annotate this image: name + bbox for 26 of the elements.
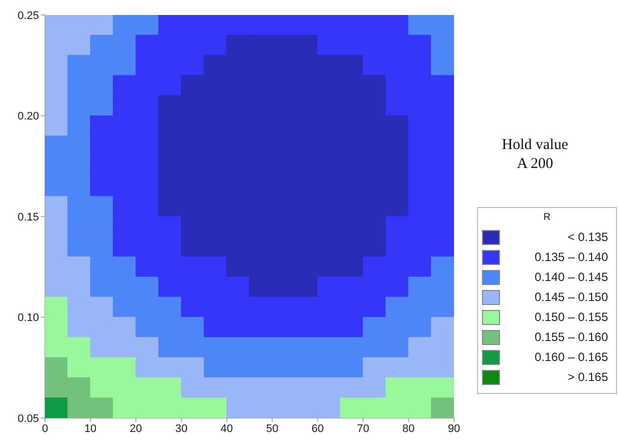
text: A 200	[516, 155, 554, 174]
x-tick-label: 10	[84, 422, 97, 435]
x-tick-label: 0	[42, 422, 48, 435]
color-bar-label: 0.150 – 0.155	[534, 310, 608, 324]
y-tick-label: 0.05	[18, 412, 39, 425]
x-tick-label: 20	[130, 422, 142, 435]
color-bar-label: 0.160 – 0.165	[534, 350, 608, 364]
color-bar-label: < 0.135	[566, 230, 608, 244]
y-tick-label: 0.10	[18, 312, 39, 324]
y-tick-label: 0.15	[18, 211, 39, 224]
text: Hold value	[500, 136, 570, 155]
color-bar-label: > 0.165	[566, 370, 608, 384]
x-tick-label: 60	[312, 422, 324, 435]
x-tick-label: 40	[220, 422, 233, 435]
color-bar-label: 0.155 – 0.160	[534, 330, 608, 344]
x-tick-label: 80	[402, 422, 415, 435]
y-tick-label: 0.25	[18, 10, 39, 22]
y-tick-label: 0.20	[18, 110, 39, 123]
x-tick-label: 70	[356, 422, 370, 435]
color-bar-label: 0.140 – 0.145	[534, 270, 608, 284]
x-tick-label: 90	[448, 422, 460, 435]
x-tick-label: 50	[266, 422, 278, 435]
x-tick-label: 30	[175, 422, 188, 435]
color-bar-label: 0.145 – 0.150	[534, 290, 608, 304]
color-bar-label: 0.135 – 0.140	[534, 250, 608, 264]
color-bar-title: R	[542, 212, 552, 223]
